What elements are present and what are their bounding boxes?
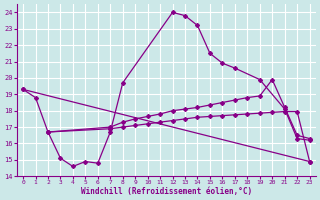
X-axis label: Windchill (Refroidissement éolien,°C): Windchill (Refroidissement éolien,°C) (81, 187, 252, 196)
